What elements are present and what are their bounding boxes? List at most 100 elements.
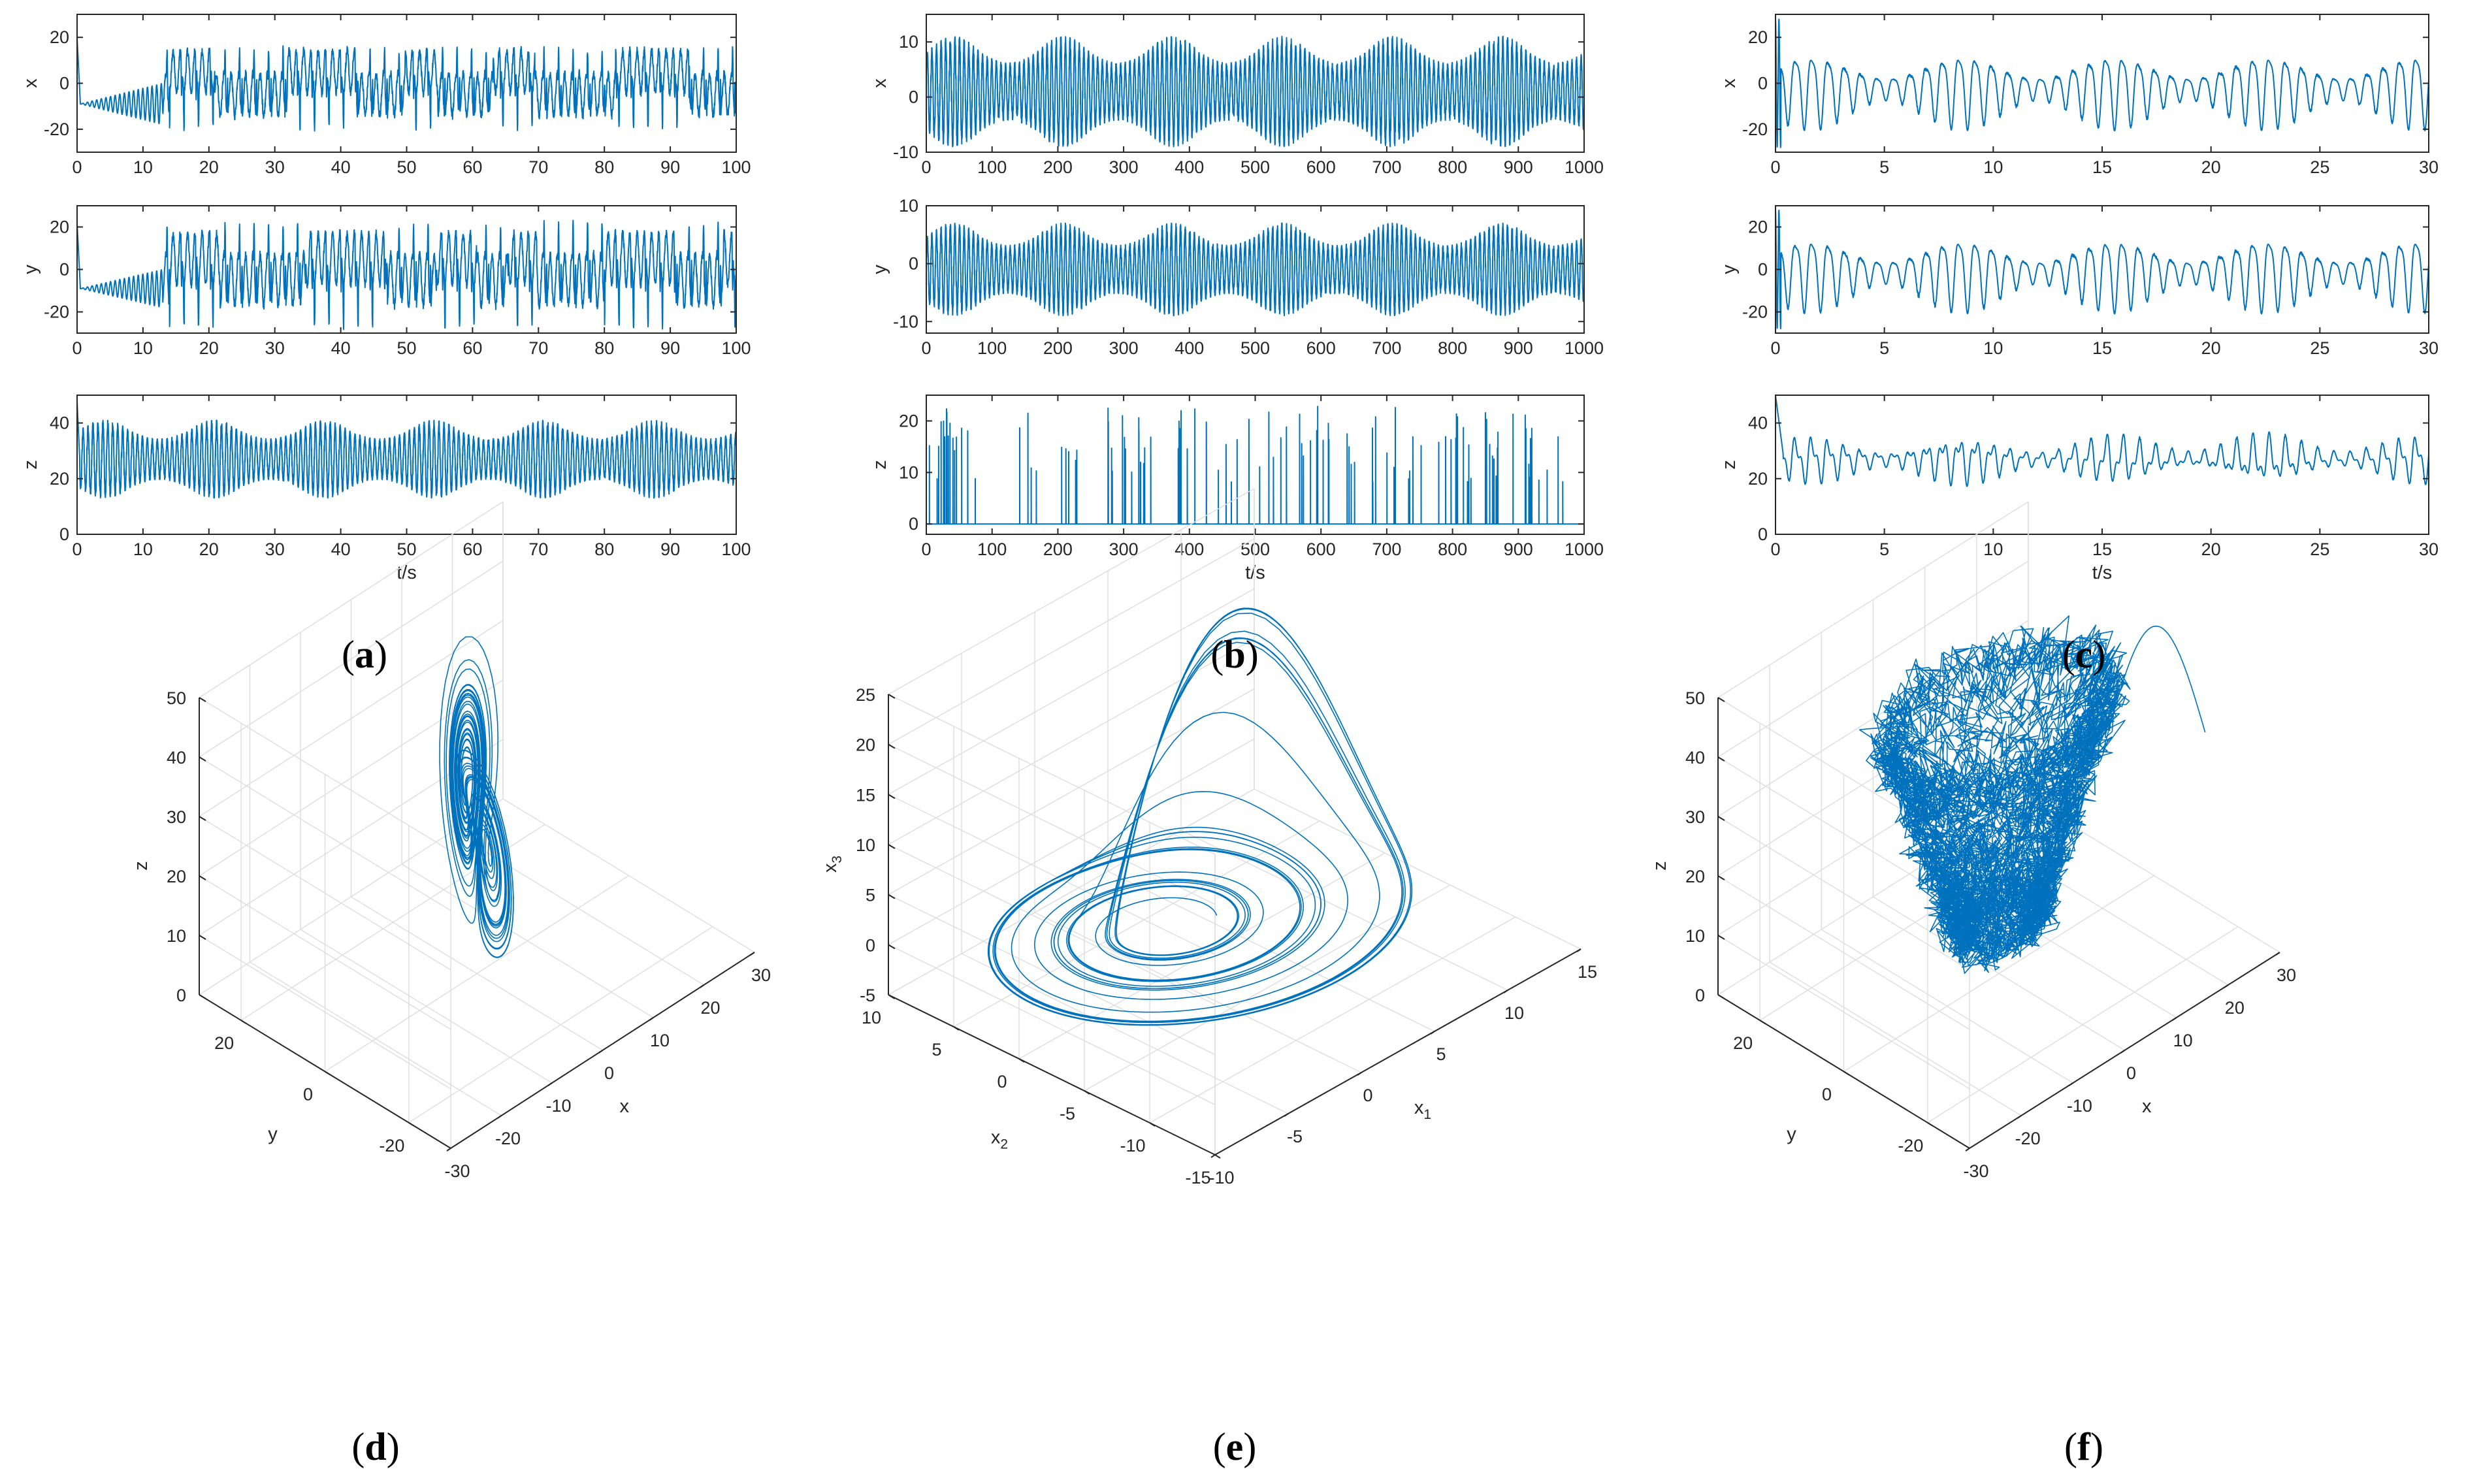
x-tick-mark	[2172, 1017, 2177, 1021]
x-tick-label: 15	[2092, 540, 2112, 559]
x-tick-label: 20	[199, 338, 219, 358]
y-tick-label: 0	[303, 1085, 313, 1105]
y-tick-label: 10	[899, 196, 918, 216]
x-axis-line	[1214, 948, 1581, 1155]
x-tick-mark	[2120, 1050, 2126, 1054]
z-tick-label: 30	[1685, 807, 1705, 827]
x-tick-label: -10	[1208, 1168, 1234, 1187]
trajectory-f-3d	[1858, 615, 2206, 974]
x-tick-label: 100	[721, 157, 751, 177]
x-axis-label: t/s	[2092, 562, 2113, 583]
trajectory-e-3d	[987, 607, 1413, 1026]
y-tick-label: 0	[997, 1072, 1007, 1091]
y-tick-label: 20	[50, 218, 69, 237]
x-tick-label: 30	[265, 338, 285, 358]
grid-line	[1084, 884, 1451, 1091]
x-tick-label: 0	[1363, 1086, 1372, 1105]
z-tick-mark	[199, 935, 206, 940]
x-tick-label: -5	[1287, 1127, 1303, 1146]
y-tick-mark	[408, 1121, 415, 1127]
z-tick-label: 50	[167, 688, 186, 708]
y-tick-label: 0	[909, 514, 918, 534]
x-tick-label: 5	[1879, 157, 1889, 177]
panel-label-f: (f)	[2064, 1425, 2103, 1468]
panel-labels-layer: (a) (b) (c) (d) (e) (f)	[342, 633, 2105, 1468]
y-axis-label: x	[1719, 78, 1740, 88]
x-tick-label: 30	[751, 965, 771, 985]
grid-line	[1927, 926, 2239, 1123]
x-tick-mark	[1357, 1072, 1362, 1076]
panel-label-b: (b)	[1210, 633, 1258, 676]
y-tick-label: 10	[899, 32, 918, 52]
axes-box-c-z	[1775, 395, 2429, 535]
x-tick-label: 600	[1306, 157, 1336, 177]
y-axis-label: y	[1787, 1124, 1796, 1145]
grid-line	[408, 926, 713, 1123]
z-tick-mark	[888, 794, 896, 799]
z-tick-label: 20	[167, 867, 186, 886]
x-axis-label: x	[620, 1096, 630, 1117]
z-tick-label: 10	[856, 835, 875, 855]
x-tick-label: 1000	[1565, 540, 1604, 559]
z-tick-label: 40	[1685, 748, 1705, 767]
y-axis-label: y	[268, 1124, 278, 1145]
x-tick-label: 70	[528, 338, 548, 358]
y-tick-mark	[1149, 1122, 1156, 1127]
y-tick-label: 40	[50, 413, 69, 433]
x-tick-label: 30	[2277, 965, 2296, 985]
x-tick-label: 200	[1043, 540, 1073, 559]
x-tick-label: 500	[1240, 157, 1270, 177]
grid-line	[888, 794, 1216, 956]
z-tick-mark	[1717, 816, 1725, 821]
y-axis-label-text: y	[1787, 1124, 1796, 1145]
x-tick-label: 700	[1372, 338, 1401, 358]
grid-line	[888, 738, 1255, 945]
series-line-b-y	[926, 222, 1585, 317]
grid-line	[1149, 916, 1516, 1123]
z-tick-mark	[888, 694, 896, 699]
z-tick-mark	[199, 816, 206, 821]
x-tick-label: 10	[133, 157, 153, 177]
x-tick-label: 100	[977, 157, 1007, 177]
y-tick-label: -5	[1060, 1104, 1075, 1123]
series-line-c-y	[1775, 209, 2429, 330]
y-axis-line	[888, 994, 1216, 1155]
y-tick-mark	[1018, 1058, 1025, 1063]
x-tick-label: 5	[1436, 1044, 1446, 1064]
y-axis-label: x2	[991, 1127, 1008, 1152]
y-tick-label: -15	[1185, 1168, 1210, 1187]
x-tick-mark	[1430, 1031, 1435, 1035]
panel-label-d: (d)	[351, 1425, 399, 1468]
z-tick-mark	[888, 994, 896, 999]
y-tick-mark	[324, 1071, 331, 1076]
z-axis-label-text: z	[1649, 861, 1670, 871]
y-tick-label: -10	[1120, 1136, 1145, 1155]
series-line-b-z	[926, 406, 1585, 525]
z-tick-label: -5	[860, 986, 875, 1005]
x-tick-label: 400	[1175, 540, 1204, 559]
y-tick-label: 0	[1758, 524, 1768, 544]
x-tick-label: 0	[72, 338, 82, 358]
grid-line	[325, 875, 629, 1073]
x-tick-label: 80	[594, 157, 614, 177]
x-axis-label-text: x	[1414, 1097, 1424, 1118]
y-tick-label: 0	[1758, 260, 1768, 280]
x-tick-label: 700	[1372, 540, 1401, 559]
x-tick-label: 500	[1240, 338, 1270, 358]
x-tick-mark	[1965, 1148, 1970, 1152]
x-tick-label: 0	[1770, 157, 1780, 177]
z-tick-label: 20	[1685, 867, 1705, 886]
x-tick-label: 900	[1504, 157, 1533, 177]
x-tick-mark	[2017, 1115, 2022, 1119]
z-tick-mark	[1717, 875, 1725, 880]
y-tick-label: 10	[862, 1008, 881, 1027]
z-tick-label: 30	[167, 807, 186, 827]
y-tick-label: 20	[899, 411, 918, 430]
x-tick-mark	[1503, 990, 1508, 993]
grid-line	[888, 638, 1255, 845]
x-tick-label: 60	[462, 540, 482, 559]
y-tick-label: -20	[44, 302, 69, 322]
trajectory-d-3d	[439, 636, 514, 958]
